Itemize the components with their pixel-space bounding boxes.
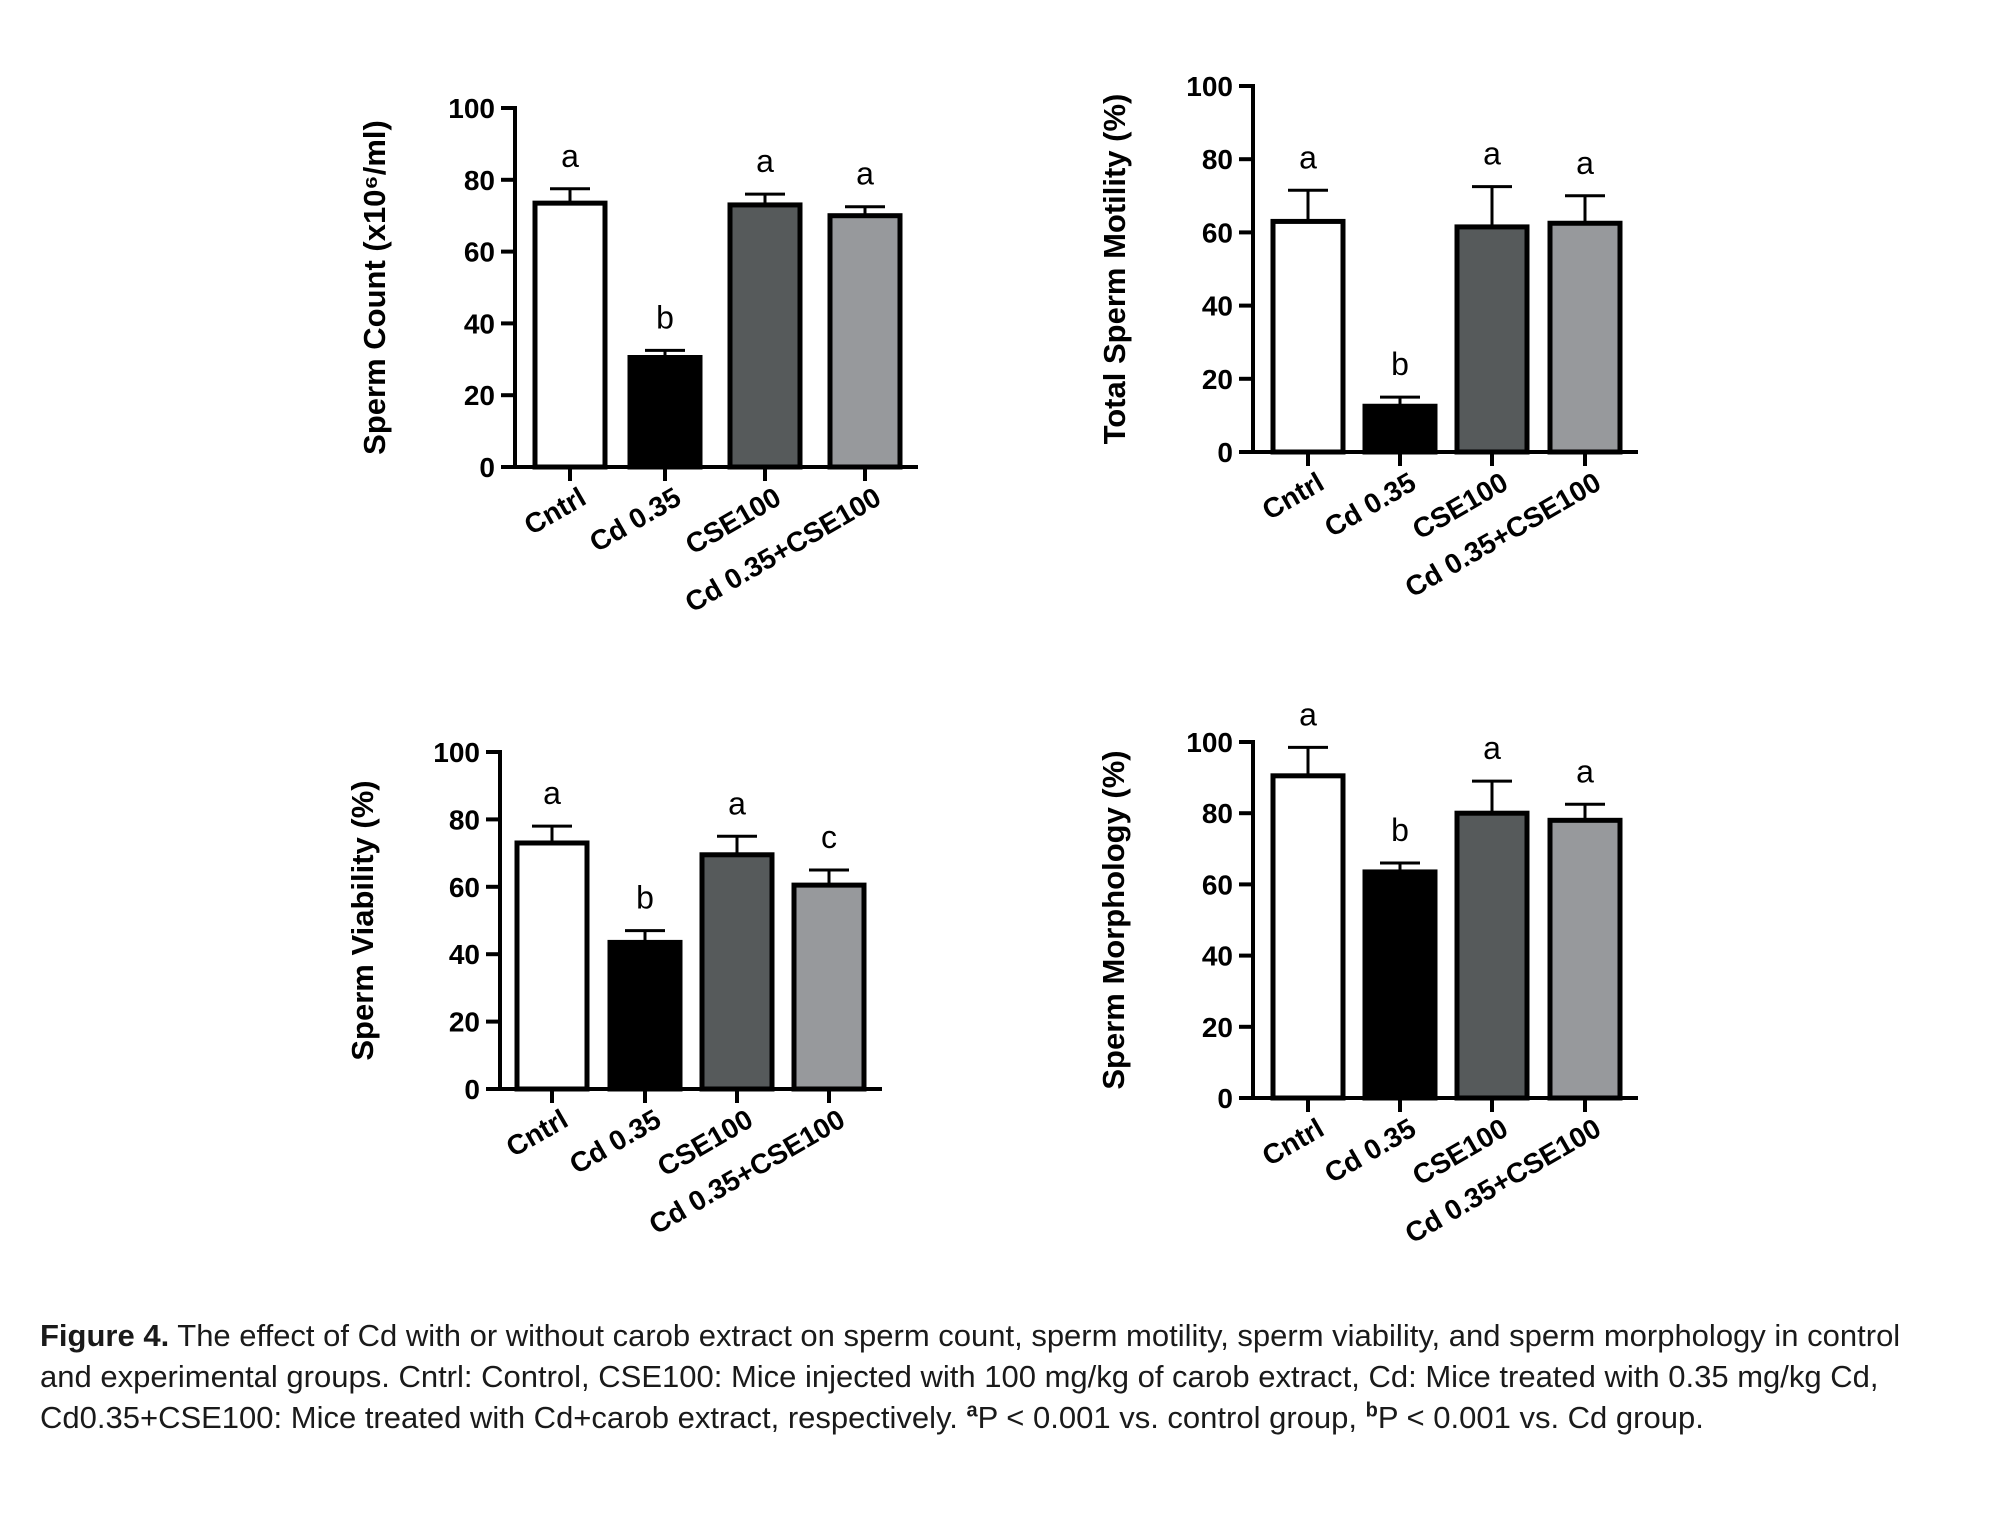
x-category-label: Cd 0.35	[1319, 466, 1421, 543]
bar-2	[627, 355, 703, 470]
bar-4	[791, 882, 867, 1092]
caption-sup-a: a	[966, 1399, 978, 1422]
bar-3	[1454, 810, 1530, 1101]
bar-1	[514, 840, 590, 1092]
significance-label: a	[1483, 136, 1501, 172]
significance-label: a	[543, 775, 561, 811]
chart-4: 0 20 40 60 80 100 Sperm Morphology (%) a Cntrl b C…	[1096, 696, 1638, 1249]
bar-1	[1270, 773, 1346, 1101]
y-tick-label: 100	[1186, 71, 1233, 102]
y-tick-label: 100	[433, 737, 480, 768]
y-tick-label: 80	[1202, 144, 1233, 175]
bar-3	[1454, 224, 1530, 455]
x-category-label: Cd 0.35	[1319, 1112, 1421, 1189]
bar-4	[1547, 817, 1623, 1101]
y-axis-title: Sperm Morphology (%)	[1096, 750, 1131, 1089]
caption-label: Figure 4.	[40, 1318, 170, 1353]
significance-label: a	[756, 143, 774, 179]
significance-label: a	[1576, 753, 1594, 789]
significance-label: a	[1576, 145, 1594, 181]
chart-3: 0 20 40 60 80 100 Sperm Viability (%) a Cntrl b Cd…	[345, 737, 882, 1240]
significance-label: a	[728, 785, 746, 821]
significance-label: a	[856, 156, 874, 192]
x-category-label: Cntrl	[1257, 1112, 1329, 1172]
significance-label: a	[1299, 139, 1317, 175]
y-tick-label: 20	[1202, 1012, 1233, 1043]
bar-1	[1270, 218, 1346, 455]
y-tick-label: 80	[464, 165, 495, 196]
bar-3	[727, 202, 803, 470]
y-tick-label: 100	[1186, 727, 1233, 758]
y-tick-label: 40	[449, 939, 480, 970]
bar-4	[1547, 220, 1623, 455]
figure-caption: Figure 4. The effect of Cd with or witho…	[40, 1315, 1960, 1438]
significance-label: b	[636, 880, 654, 916]
bar-4	[827, 213, 903, 470]
caption-sup-b: b	[1365, 1399, 1378, 1422]
y-axis-title: Total Sperm Motility (%)	[1097, 94, 1132, 445]
y-tick-label: 0	[1217, 437, 1233, 468]
y-tick-label: 0	[479, 452, 495, 483]
y-tick-label: 80	[449, 804, 480, 835]
significance-label: b	[1391, 812, 1409, 848]
significance-label: b	[1391, 346, 1409, 382]
bar-2	[1362, 403, 1438, 455]
significance-label: b	[656, 299, 674, 335]
y-tick-label: 20	[464, 380, 495, 411]
y-tick-label: 20	[1202, 364, 1233, 395]
caption-text-3: P < 0.001 vs. Cd group.	[1377, 1400, 1704, 1435]
y-axis-title: Sperm Viability (%)	[345, 780, 380, 1060]
significance-label: a	[1299, 696, 1317, 732]
x-category-label: Cd 0.35	[564, 1103, 666, 1180]
significance-label: c	[821, 819, 837, 855]
y-axis-title: Sperm Count (x10⁶/ml)	[357, 120, 392, 455]
y-tick-label: 40	[1202, 291, 1233, 322]
bar-2	[1362, 869, 1438, 1101]
significance-label: a	[1483, 730, 1501, 766]
y-tick-label: 80	[1202, 798, 1233, 829]
caption-text-1: The effect of Cd with or without carob e…	[40, 1318, 1901, 1435]
y-tick-label: 60	[464, 237, 495, 268]
y-tick-label: 20	[449, 1007, 480, 1038]
bar-1	[532, 200, 608, 470]
bar-3	[699, 852, 775, 1092]
y-tick-label: 0	[464, 1074, 480, 1105]
y-tick-label: 0	[1217, 1083, 1233, 1114]
x-category-label: Cntrl	[1257, 466, 1329, 526]
x-category-label: Cntrl	[501, 1103, 573, 1163]
y-tick-label: 40	[1202, 941, 1233, 972]
y-tick-label: 100	[448, 93, 495, 124]
caption-text-2: P < 0.001 vs. control group,	[977, 1400, 1366, 1435]
x-category-label: Cntrl	[519, 481, 591, 541]
chart-1: 0 20 40 60 80 100 Sperm Count (x10⁶/ml) a Cntrl b…	[357, 93, 918, 618]
y-tick-label: 60	[449, 872, 480, 903]
chart-2: 0 20 40 60 80 100 Total Sperm Motility (%) a Cnt…	[1097, 71, 1638, 603]
x-category-label: Cd 0.35	[584, 481, 686, 558]
y-tick-label: 60	[1202, 217, 1233, 248]
significance-label: a	[561, 138, 579, 174]
y-tick-label: 60	[1202, 869, 1233, 900]
bar-2	[607, 939, 683, 1092]
y-tick-label: 40	[464, 308, 495, 339]
